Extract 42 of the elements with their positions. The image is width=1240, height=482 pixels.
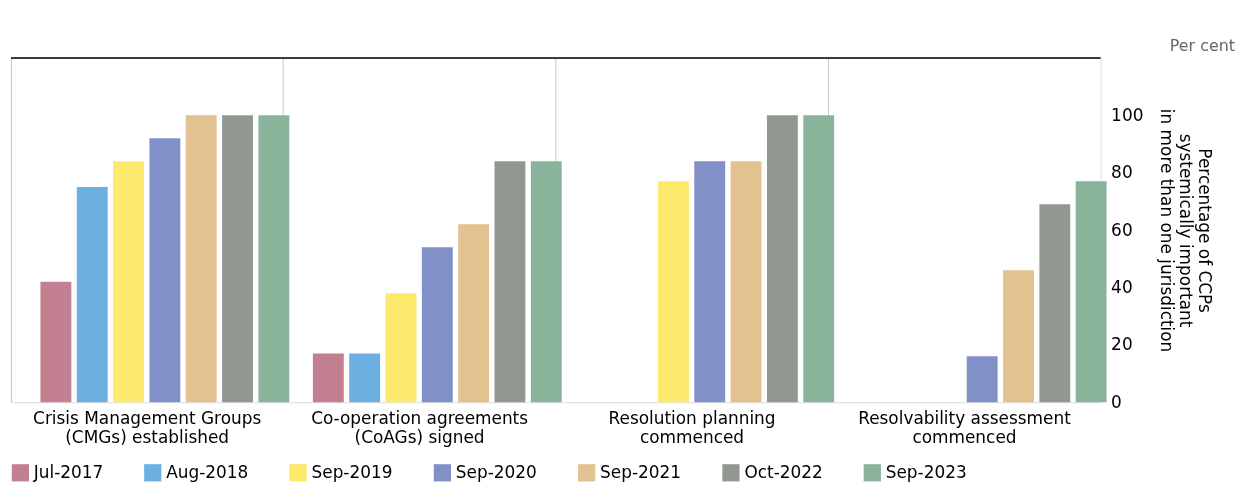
legend-label: Sep-2023 [885,461,967,482]
x-tick-label: Crisis Management Groups (CMGs) established [33,407,262,447]
bar [258,115,290,403]
bar [1003,270,1034,403]
text: Per cent [1169,35,1236,55]
bar [803,115,835,403]
bar [458,224,490,403]
legend-label: Aug-2018 [166,461,249,482]
legend-label: Oct-2022 [744,461,823,482]
y-tick-label: 80 [1111,162,1133,183]
bar [40,281,72,403]
y-tick-label: 20 [1111,334,1133,355]
bar [530,161,562,403]
x-tick-label: Resolvability assessment commenced [858,407,1072,447]
y-tick-label: 100 [1111,104,1144,125]
x-tick-label: Resolution planning commenced [608,407,776,447]
legend-label: Sep-2019 [311,461,393,482]
bar [385,293,417,403]
legend-label: Sep-2020 [455,461,537,482]
y-tick-label: 0 [1111,391,1122,412]
bar [149,138,181,403]
bar [494,161,526,403]
bar [694,161,726,403]
bar [657,181,689,403]
legend-label: Jul-2017 [32,461,104,482]
bar [421,247,453,403]
bar [766,115,798,403]
bar [349,353,381,403]
bar [966,356,998,403]
bar [312,353,344,403]
bar [730,161,762,403]
y-tick-label: 40 [1111,276,1133,297]
legend-label: Sep-2021 [600,461,682,482]
bar [1039,204,1071,403]
bar [76,187,108,403]
bar [185,115,217,403]
x-tick-label: Co-operation agreements (CoAGs) signed [311,407,529,447]
bar [222,115,253,403]
bar [1075,181,1107,403]
bar [113,161,144,403]
y-tick-label: 60 [1111,219,1133,240]
y-axis-title: Percentage of CCPs systemically important in more than one jurisdiction [1157,108,1216,353]
